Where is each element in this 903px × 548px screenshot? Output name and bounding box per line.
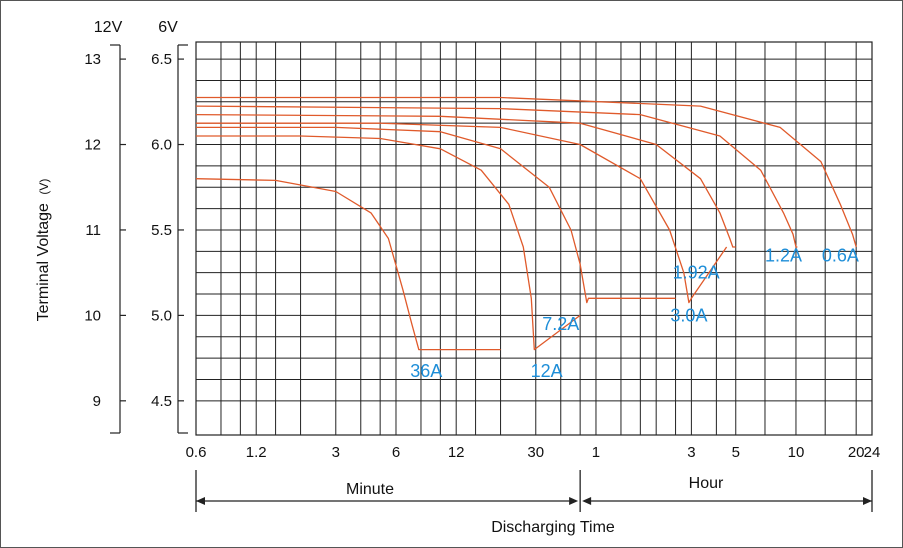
y-tick-label-12v: 12	[84, 137, 101, 154]
y-tick-label-6v: 6.0	[151, 137, 172, 154]
x-tick-label: 12	[448, 444, 465, 461]
y-tick-label-6v: 6.5	[151, 51, 172, 68]
x-tick-label: 20	[848, 444, 865, 461]
curve-label-12A: 12A	[531, 361, 563, 381]
x-tick-label: 3	[687, 444, 695, 461]
y-tick-label-6v: 4.5	[151, 393, 172, 410]
y-axis-title-group: Terminal Voltage (V)	[35, 179, 52, 322]
discharge-curve-12A	[196, 135, 581, 351]
x-tick-label: 6	[392, 444, 400, 461]
arrowhead-right	[863, 497, 872, 505]
y-tick-label-12v: 13	[84, 51, 101, 68]
x-tick-label: 5	[732, 444, 740, 461]
y-axis-title: Terminal Voltage (V)	[35, 179, 52, 322]
curve-label-1-92A: 1.92A	[673, 263, 720, 283]
y-axis-6v-header: 6V	[158, 19, 178, 36]
x-tick-label: 24	[864, 444, 881, 461]
curves	[195, 96, 857, 351]
y-axis-title-text: Terminal Voltage	[35, 203, 52, 321]
arrowhead-left	[582, 497, 592, 505]
arrowhead-left	[196, 497, 205, 505]
discharge-curve-36A	[195, 178, 501, 351]
range-label-hour: Hour	[689, 475, 724, 492]
discharge-curve-7-2A	[196, 126, 676, 304]
x-tick-label: 1.2	[246, 444, 267, 461]
range-label-minute: Minute	[346, 481, 394, 498]
y-axis-12v-header: 12V	[94, 19, 123, 36]
plot-frame	[195, 41, 873, 436]
curve-label-36A: 36A	[410, 361, 442, 381]
arrowhead-right	[569, 497, 579, 505]
y-tick-label-6v: 5.5	[151, 222, 172, 239]
curve-labels: 36A 12A 7.2A 3.0A 1.92A 1.2A 0.6A	[410, 246, 859, 381]
y-tick-label-12v: 10	[84, 307, 101, 324]
discharge-curve-3-0A	[196, 122, 728, 304]
x-axis-title: Discharging Time	[491, 519, 615, 536]
curve-label-0-6A: 0.6A	[822, 246, 859, 266]
grid	[195, 41, 873, 436]
x-tick-label: 10	[788, 444, 805, 461]
x-tick-label: 0.6	[186, 444, 207, 461]
y-tick-label-6v: 5.0	[151, 307, 172, 324]
discharge-curve-1-92A	[195, 113, 736, 248]
y-axis-title-unit: (V)	[37, 179, 51, 195]
discharge-curve-1-2A	[195, 105, 798, 248]
curve-label-3-0A: 3.0A	[670, 305, 707, 325]
y-tick-label-12v: 9	[93, 393, 101, 410]
curve-label-7-2A: 7.2A	[542, 314, 579, 334]
x-tick-label: 1	[592, 444, 600, 461]
y-tick-label-12v: 11	[85, 222, 101, 239]
curve-label-1-2A: 1.2A	[765, 246, 802, 266]
discharge-curve-0-6A	[196, 96, 857, 248]
x-tick-label: 3	[332, 444, 340, 461]
x-tick-label: 30	[527, 444, 544, 461]
